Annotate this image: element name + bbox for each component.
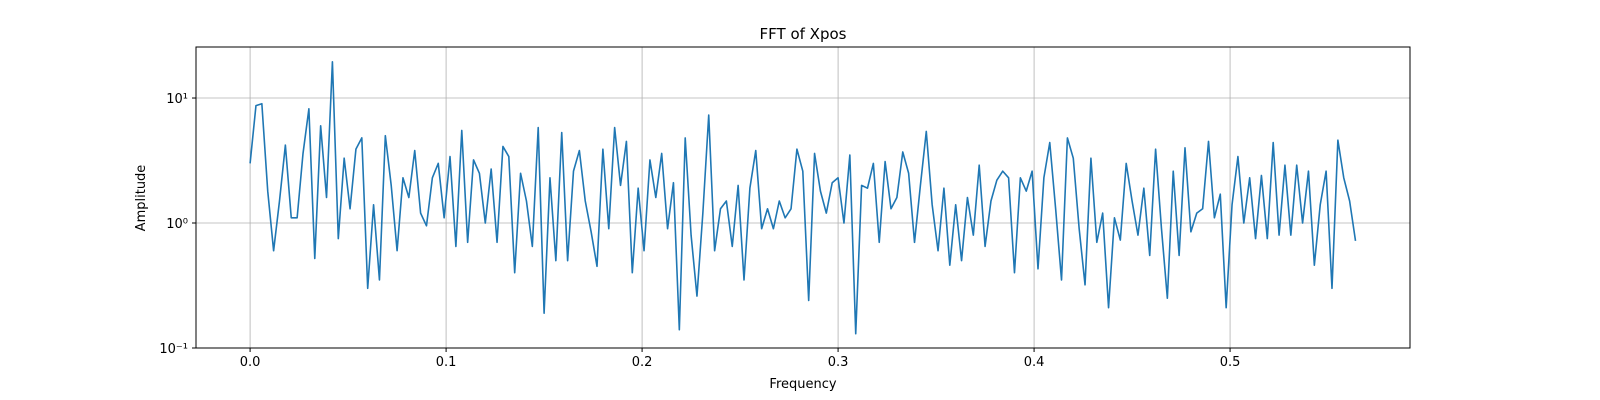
- x-tick-label: 0.0: [240, 355, 261, 370]
- x-tick-label: 0.5: [1220, 355, 1241, 370]
- x-tick-label: 0.2: [632, 355, 653, 370]
- data-line: [249, 60, 1357, 335]
- x-tick-label: 0.1: [436, 355, 457, 370]
- plot-frame: [195, 46, 1411, 349]
- y-tick-label: 10¹: [166, 92, 188, 107]
- y-axis-label: Amplitude: [134, 165, 149, 232]
- chart-title: FFT of Xpos: [760, 25, 847, 43]
- x-tick-label: 0.3: [828, 355, 849, 370]
- x-axis-label: Frequency: [769, 377, 836, 392]
- y-tick-label: 10⁰: [166, 217, 188, 232]
- x-tick-label: 0.4: [1024, 355, 1045, 370]
- y-tick-label: 10⁻¹: [159, 342, 188, 357]
